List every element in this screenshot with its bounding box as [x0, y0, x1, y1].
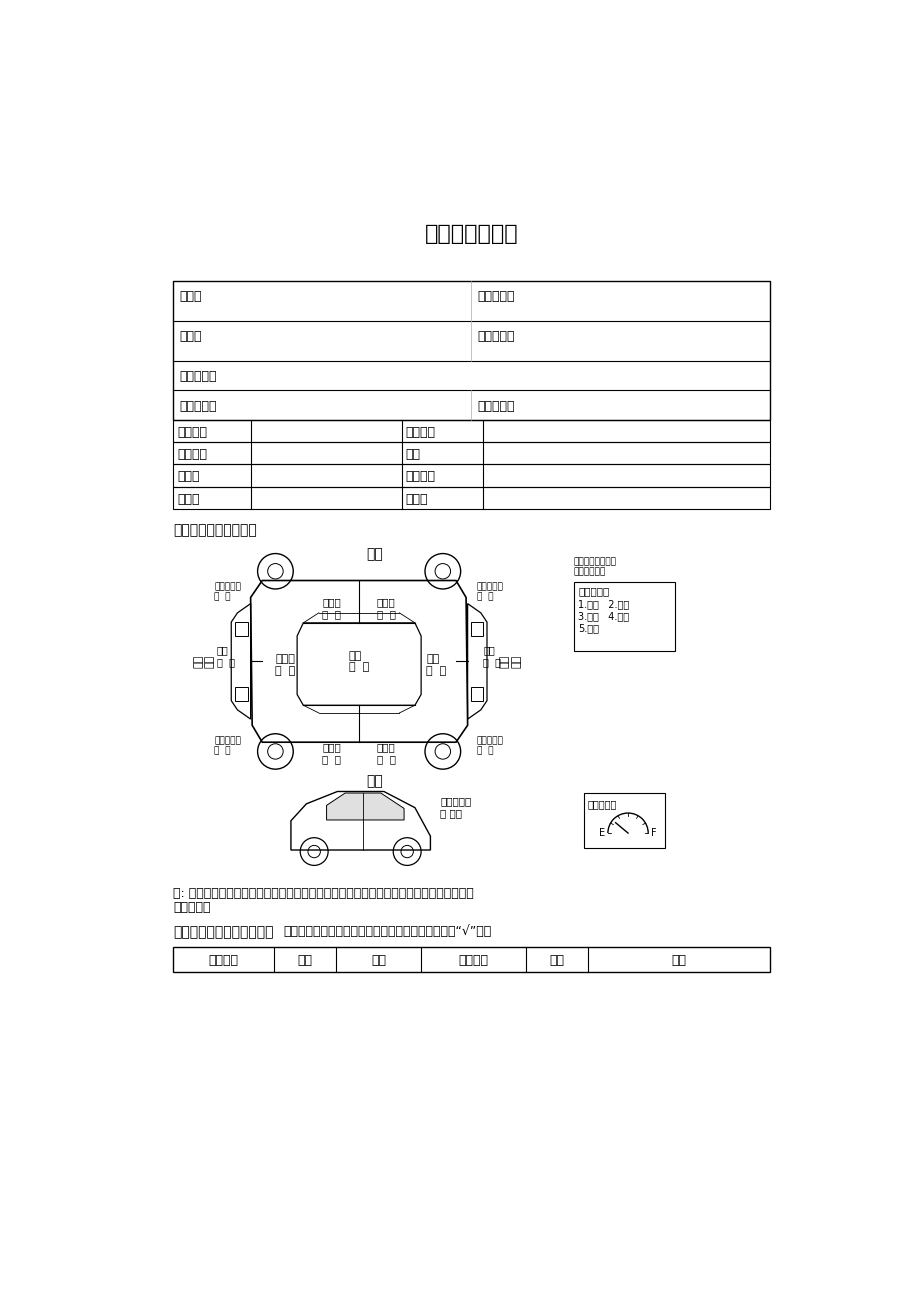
Text: 左侧: 左侧	[366, 775, 382, 789]
Text: 右后叶子板
（  ）: 右后叶子板 （ ）	[476, 582, 504, 602]
Text: 车辆颜色: 车辆颜色	[176, 448, 207, 461]
Text: 左前门
（  ）: 左前门 （ ）	[323, 742, 341, 764]
Text: 右后门
（  ）: 右后门 （ ）	[377, 598, 395, 618]
Bar	[173, 441, 769, 465]
Text: 左后叶子板
（  ）: 左后叶子板 （ ）	[476, 736, 504, 755]
Text: 后盖
（  ）: 后盖 （ ）	[426, 655, 447, 676]
Text: 5.脱落: 5.脱落	[578, 624, 599, 634]
Text: 确认: 确认	[670, 954, 686, 967]
Text: 右前门
（  ）: 右前门 （ ）	[323, 598, 341, 618]
Text: 卖方：: 卖方：	[179, 290, 201, 303]
Bar	[235, 686, 247, 700]
Text: 注: 如有损伤请在上图中用数字标注出来，同时用文字在备注栏进行描述，如无损伤请标注: 注: 如有损伤请在上图中用数字标注出来，同时用文字在备注栏进行描述，如无损伤请标…	[173, 887, 473, 900]
Text: 买方地址：: 买方地址：	[179, 370, 217, 383]
Text: 车顶
（  ）: 车顶 （ ）	[348, 651, 369, 672]
Text: 车辆型号: 车辆型号	[405, 426, 436, 439]
Text: 后保
（  ）: 后保 （ ）	[482, 646, 501, 667]
Text: 3.凹陷   4.裂痕: 3.凹陷 4.裂痕	[578, 612, 629, 621]
Text: （如有损失请在备注栏加注，如无损失请在在确认栏“√”）：: （如有损失请在备注栏加注，如无损失请在在确认栏“√”）：	[283, 926, 491, 939]
Bar	[173, 419, 769, 441]
Text: E: E	[598, 828, 604, 838]
Text: 前机盖
（  ）: 前机盖 （ ）	[275, 655, 295, 676]
Text: 前保
（  ）: 前保 （ ）	[217, 646, 234, 667]
Text: 身份证号：: 身份证号：	[477, 331, 515, 344]
Text: 完好齐全。: 完好齐全。	[173, 901, 210, 914]
Text: 里程数: 里程数	[405, 492, 427, 505]
Text: 图标说明：: 图标说明：	[578, 587, 609, 596]
Bar	[173, 281, 769, 419]
Text: 身份证号：: 身份证号：	[477, 290, 515, 303]
Bar	[173, 487, 769, 509]
Text: 确认: 确认	[370, 954, 386, 967]
Text: 右前叶子板
（  ）: 右前叶子板 （ ）	[214, 582, 241, 602]
Text: 1.划痕   2.擦伤: 1.划痕 2.擦伤	[578, 599, 629, 609]
Text: 证件名称: 证件名称	[209, 954, 238, 967]
Text: 数量: 数量	[549, 954, 563, 967]
Text: 车牌号: 车牌号	[176, 492, 199, 505]
Text: 配件名称: 配件名称	[458, 954, 487, 967]
Text: 左后门
（  ）: 左后门 （ ）	[377, 742, 395, 764]
Text: 车架号: 车架号	[176, 470, 199, 483]
Text: 后保
临距: 后保 临距	[499, 655, 520, 668]
Bar	[471, 686, 482, 700]
Text: 前门
前任: 前门 前任	[193, 655, 215, 668]
Text: 车辆品牌: 车辆品牌	[176, 426, 207, 439]
Bar	[584, 793, 664, 849]
Bar	[235, 622, 247, 635]
Text: 电子邮筱：: 电子邮筱：	[477, 400, 515, 413]
Text: （注：括弧内注明
受损处数量）: （注：括弧内注明 受损处数量）	[573, 557, 616, 577]
Text: 数量: 数量	[297, 954, 312, 967]
Bar	[173, 947, 769, 971]
Text: 联系电话：: 联系电话：	[179, 400, 217, 413]
Text: 燃油刻度表: 燃油刻度表	[587, 799, 617, 809]
Text: 买方：: 买方：	[179, 331, 201, 344]
Text: 一、车身及外观的检查: 一、车身及外观的检查	[173, 523, 256, 536]
Text: 发动机号: 发动机号	[405, 470, 436, 483]
Text: 数量: 数量	[405, 448, 420, 461]
Text: F: F	[651, 828, 656, 838]
Bar	[173, 465, 769, 487]
Text: 右侧: 右侧	[366, 547, 382, 561]
Text: 二、随车证件及配件的清点: 二、随车证件及配件的清点	[173, 926, 273, 940]
Bar	[573, 582, 674, 651]
Bar	[471, 622, 482, 635]
Text: 左前叶子板
（  ）: 左前叶子板 （ ）	[214, 736, 241, 755]
Polygon shape	[326, 793, 403, 820]
Text: 取车存油量
备 注：: 取车存油量 备 注：	[440, 796, 471, 818]
Text: 车辆验收交接单: 车辆验收交接单	[425, 224, 517, 243]
